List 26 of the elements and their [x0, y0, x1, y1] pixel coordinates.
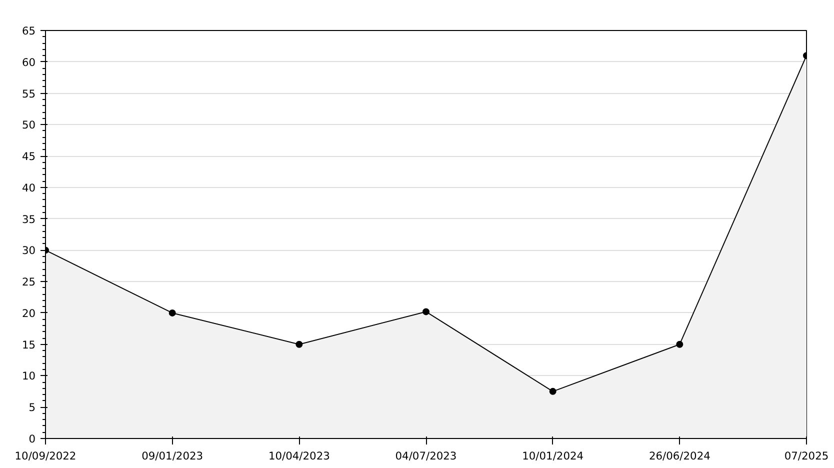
point [549, 388, 556, 395]
point [676, 340, 684, 348]
point [296, 340, 303, 348]
y-tick-label: 60 [22, 56, 36, 69]
x-tick-label: 10/04/2023 [268, 450, 330, 462]
y-tick-label: 35 [22, 212, 36, 226]
y-tick-label: 40 [22, 181, 36, 194]
y-tick-label: 45 [22, 150, 36, 164]
point [168, 309, 176, 316]
y-tick-label: 0 [28, 432, 36, 446]
y-tick-label: 10 [22, 370, 36, 383]
point [422, 308, 430, 316]
y-tick-label: 55 [22, 87, 36, 100]
y-tick-label: 65 [22, 24, 36, 38]
y-tick-label: 15 [22, 338, 36, 352]
y-tick-label: 5 [28, 401, 36, 414]
x-tick-label: 10/09/2022 [14, 450, 76, 462]
y-tick-label: 30 [22, 244, 36, 258]
x-tick-label: 10/01/2024 [522, 450, 584, 462]
x-tick-label: 04/07/2023 [395, 450, 457, 462]
x-tick-label: 09/01/2023 [142, 450, 204, 462]
x-tick-label: 26/06/2024 [648, 450, 711, 462]
y-tick-label: 20 [22, 306, 36, 320]
y-tick-label: 25 [22, 276, 36, 289]
y-tick-label: 50 [22, 118, 36, 132]
x-tick-label: 07/2025 [784, 450, 829, 462]
